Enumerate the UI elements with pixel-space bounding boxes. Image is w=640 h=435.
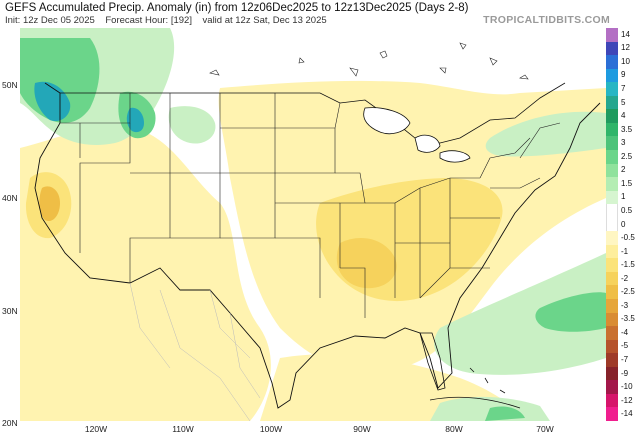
colorbar-tick-label: 1.5 [621, 178, 633, 188]
colorbar-tick-label: 12 [621, 43, 630, 53]
colorbar-tick-label: -1.5 [621, 260, 635, 270]
lat-label-40n: 40N [2, 193, 18, 203]
colorbar-swatch [606, 407, 618, 422]
colorbar-swatch [606, 326, 618, 341]
lat-label-20n: 20N [2, 418, 18, 428]
wet-anomaly-atlantic [434, 253, 606, 375]
lon-label-80w: 80W [445, 424, 463, 434]
dry-anomaly-west [20, 127, 271, 421]
colorbar-swatch [606, 136, 618, 151]
colorbar-swatch [606, 55, 618, 70]
lat-label-30n: 30N [2, 306, 18, 316]
colorbar-tick-label: 7 [621, 83, 626, 93]
colorbar-tick-label: 1 [621, 192, 626, 202]
colorbar-swatch [606, 339, 618, 354]
canadian-lakes [209, 42, 529, 80]
wet-anomaly-north-atlantic [485, 111, 606, 157]
colorbar-swatch [606, 231, 618, 246]
conus-outline [34, 82, 601, 409]
map-title: GEFS Accumulated Precip. Anomaly (in) fr… [5, 2, 469, 14]
great-lakes [363, 107, 471, 163]
colorbar-swatch [606, 41, 618, 56]
bahamas [469, 367, 506, 394]
colorbar-tick-label: 5 [621, 97, 626, 107]
colorbar-swatch [606, 299, 618, 314]
colorbar-tick-label: -3.5 [621, 314, 635, 324]
colorbar-swatch [606, 393, 618, 408]
colorbar-tick-label: 3 [621, 138, 626, 148]
init-time: Init: 12z Dec 05 2025 [5, 15, 95, 26]
state-borders [60, 93, 561, 318]
colorbar-swatch [606, 204, 618, 219]
dry-anomaly-midsouth-core [336, 238, 397, 289]
colorbar-swatch [606, 285, 618, 300]
colorbar-tick-label: 0.5 [621, 205, 633, 215]
colorbar-tick-label: -10 [621, 382, 633, 392]
colorbar-swatch [606, 190, 618, 205]
colorbar-tick-label: 3.5 [621, 124, 633, 134]
colorbar-tick-label: -12 [621, 395, 633, 405]
wet-anomaly-montana [168, 106, 216, 144]
lon-label-120w: 120W [84, 424, 108, 434]
colorbar-swatch [606, 122, 618, 137]
colorbar-swatch [606, 82, 618, 97]
colorbar-tick-label: -3 [621, 300, 629, 310]
colorbar-swatch [606, 366, 618, 381]
mexico-states [129, 282, 261, 421]
lon-label-110w: 110W [172, 424, 194, 434]
colorbar-tick-label: -5 [621, 341, 629, 351]
colorbar-tick-label: -4 [621, 327, 629, 337]
colorbar-swatch [606, 380, 618, 395]
colorbar-tick-label: 4 [621, 111, 626, 121]
colorbar-tick-label: -2 [621, 273, 629, 283]
colorbar-tick-label: 10 [621, 56, 630, 66]
colorbar-swatch [606, 109, 618, 124]
map-subtitle: Init: 12z Dec 05 2025 Forecast Hour: [19… [5, 15, 327, 26]
site-watermark: TROPICALTIDBITS.COM [483, 14, 610, 26]
wet-anomaly-caribbean-core [485, 406, 525, 421]
colorbar-tick-label: 14 [621, 29, 630, 39]
lon-label-100w: 100W [259, 424, 283, 434]
colorbar-swatch [606, 95, 618, 110]
colorbar-swatch [606, 68, 618, 83]
colorbar-swatch [606, 28, 618, 43]
header: GEFS Accumulated Precip. Anomaly (in) fr… [0, 0, 640, 28]
colorbar-swatch [606, 271, 618, 286]
wet-anomaly-idaho-core [126, 107, 144, 133]
colorbar-swatch [606, 312, 618, 327]
colorbar-tick-label: 9 [621, 70, 626, 80]
colorbar-tick-label: 0 [621, 219, 626, 229]
lat-label-50n: 50N [2, 80, 18, 90]
lon-label-90w: 90W [353, 424, 371, 434]
colorbar-swatch [606, 244, 618, 259]
colorbar-tick-label: 2.5 [621, 151, 633, 161]
colorbar-tick-label: -7 [621, 355, 629, 365]
colorbar-tick-label: -14 [621, 409, 633, 419]
colorbar: 14 12 10 9 7 5 4 3.5 3 2.5 2 1.5 1 0.5 0 -0.5 -1 -1.5 -2 -2… [606, 28, 640, 422]
colorbar-tick-label: 2 [621, 165, 626, 175]
lon-label-70w: 70W [536, 424, 554, 434]
dry-anomaly-california-core [39, 186, 60, 222]
colorbar-swatch [606, 149, 618, 164]
colorbar-tick-label: -0.5 [621, 233, 635, 243]
colorbar-tick-label: -1 [621, 246, 629, 256]
cuba [429, 396, 521, 409]
wet-anomaly-atlantic-core [535, 292, 606, 332]
colorbar-swatch [606, 258, 618, 273]
valid-time: valid at 12z Sat, Dec 13 2025 [202, 15, 327, 26]
forecast-hour: Forecast Hour: [192] [105, 15, 192, 26]
colorbar-tick-label: -9 [621, 368, 629, 378]
precip-anomaly-map [20, 28, 606, 421]
colorbar-tick-label: -2.5 [621, 287, 635, 297]
colorbar-swatch [606, 353, 618, 368]
colorbar-swatch [606, 217, 618, 232]
colorbar-swatch [606, 163, 618, 178]
florida [419, 332, 446, 391]
colorbar-swatch [606, 177, 618, 192]
wet-anomaly-pacific-nw-deep [34, 81, 71, 122]
